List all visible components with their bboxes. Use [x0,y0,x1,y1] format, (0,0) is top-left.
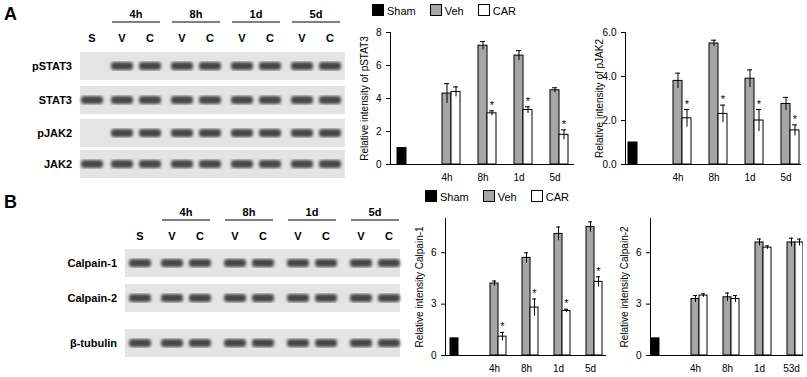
svg-text:0: 0 [636,350,642,361]
svg-text:6: 6 [431,247,437,258]
svg-text:C: C [206,32,214,44]
svg-text:Calpain-2: Calpain-2 [67,292,117,304]
html-text:Sham: Sham [387,5,416,17]
svg-text:8: 8 [376,27,382,38]
svg-text:V: V [178,32,186,44]
svg-text:1d: 1d [306,206,319,218]
svg-text:8h: 8h [477,172,488,183]
svg-text:4h: 4h [180,206,193,218]
svg-text:8h: 8h [190,8,203,20]
svg-text:0.0: 0.0 [603,159,617,170]
svg-text:*: * [500,320,505,332]
html-text:Veh: Veh [444,5,464,17]
svg-text:5d: 5d [369,206,382,218]
svg-text:A: A [4,4,17,24]
svg-text:V: V [294,230,302,242]
svg-text:1d: 1d [744,172,755,183]
svg-text:5d: 5d [310,8,323,20]
svg-text:1d: 1d [250,8,263,20]
svg-text:4h: 4h [441,172,452,183]
svg-text:*: * [757,98,762,110]
html-text:CAR: CAR [545,191,569,203]
svg-text:3: 3 [431,298,437,309]
svg-text:*: * [564,297,569,309]
svg-text:1d: 1d [754,363,765,374]
svg-text:V: V [238,32,246,44]
svg-text:6: 6 [636,247,642,258]
svg-text:S: S [88,32,95,44]
svg-text:4h: 4h [489,363,500,374]
svg-text:6: 6 [376,60,382,71]
svg-text:8h: 8h [708,172,719,183]
svg-text:V: V [168,230,176,242]
svg-text:6.0: 6.0 [603,27,617,38]
svg-text:Calpain-1: Calpain-1 [67,257,117,269]
svg-text:*: * [526,95,531,107]
svg-text:4: 4 [376,93,382,104]
svg-text:pSTAT3: pSTAT3 [32,60,72,72]
svg-text:JAK2: JAK2 [44,158,72,170]
svg-text:4h: 4h [130,8,143,20]
svg-text:β-tubulin: β-tubulin [70,337,117,349]
svg-text:1d: 1d [513,172,524,183]
svg-text:*: * [596,265,601,277]
svg-text:*: * [490,99,495,111]
svg-text:C: C [259,230,267,242]
svg-text:4h: 4h [672,172,683,183]
svg-text:Relative intensity of pJAK2: Relative intensity of pJAK2 [594,39,605,158]
svg-text:8h: 8h [521,363,532,374]
svg-text:B: B [4,192,17,212]
svg-text:C: C [322,230,330,242]
svg-text:V: V [231,230,239,242]
svg-text:4.0: 4.0 [603,71,617,82]
svg-text:*: * [793,113,798,125]
svg-text:1d: 1d [553,363,564,374]
svg-text:C: C [385,230,393,242]
svg-text:V: V [298,32,306,44]
html-text:CAR: CAR [492,5,516,17]
svg-text:S: S [136,230,143,242]
svg-text:C: C [146,32,154,44]
svg-text:5d: 5d [780,172,791,183]
svg-text:2: 2 [376,126,382,137]
svg-text:pJAK2: pJAK2 [37,127,72,139]
svg-text:V: V [357,230,365,242]
svg-text:2.0: 2.0 [603,115,617,126]
svg-text:C: C [326,32,334,44]
svg-text:0: 0 [376,159,382,170]
svg-text:*: * [532,287,537,299]
svg-text:STAT3: STAT3 [39,94,72,106]
svg-text:Relative intensity Calpain-1: Relative intensity Calpain-1 [414,226,425,348]
svg-text:5d: 5d [549,172,560,183]
svg-text:8h: 8h [722,363,733,374]
svg-text:*: * [721,93,726,105]
svg-text:4h: 4h [690,363,701,374]
svg-text:C: C [266,32,274,44]
svg-text:Relative intensity Calpain-2: Relative intensity Calpain-2 [619,226,630,348]
svg-text:53d: 53d [783,363,800,374]
svg-text:Relative intensity of pSTAT3: Relative intensity of pSTAT3 [359,36,370,161]
html-text:Veh: Veh [497,191,517,203]
svg-text:3: 3 [636,298,642,309]
html-text:Sham: Sham [440,191,469,203]
svg-text:*: * [562,118,567,130]
svg-text:C: C [196,230,204,242]
svg-text:*: * [685,98,690,110]
svg-text:V: V [118,32,126,44]
svg-text:8h: 8h [243,206,256,218]
svg-text:0: 0 [431,350,437,361]
svg-text:5d: 5d [585,363,596,374]
